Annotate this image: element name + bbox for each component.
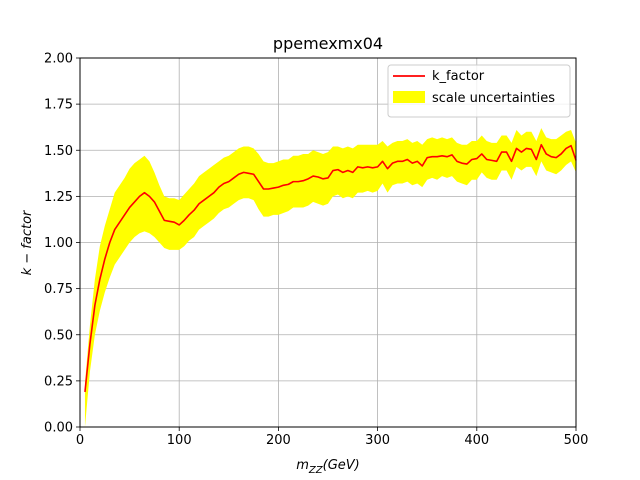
legend-label-scale-uncertainties: scale uncertainties — [432, 91, 555, 106]
chart-title: ppemexmx04 — [273, 34, 383, 53]
scale-uncertainty-band — [84, 128, 577, 428]
x-tick-label: 100 — [167, 433, 192, 448]
x-axis-label: mZZ(GeV) — [296, 458, 359, 476]
x-axis-label-rest: (GeV) — [323, 458, 360, 473]
x-tick-label: 300 — [365, 433, 390, 448]
y-tick-label: 0.75 — [44, 282, 73, 297]
y-tick-label: 0.50 — [44, 328, 73, 343]
tick-layer: 0 100 200 300 400 500 0.00 0.25 0.50 0.75 1.00 1.25… — [44, 52, 588, 449]
legend-box — [387, 64, 571, 118]
y-tick-label: 1.25 — [44, 190, 73, 205]
y-tick-label: 0.00 — [44, 421, 73, 436]
uncertainty-band-layer — [84, 128, 577, 428]
k-factor-line-layer — [84, 143, 577, 393]
y-tick-label: 1.00 — [44, 236, 73, 251]
legend: k_factor scale uncertainties — [387, 64, 571, 118]
y-tick-label: 1.75 — [44, 98, 73, 113]
y-tick-label: 1.50 — [44, 144, 73, 159]
legend-band-swatch — [393, 91, 425, 103]
y-axis-label: k − factor — [20, 209, 35, 275]
x-tick-label: 0 — [76, 433, 84, 448]
y-tick-label: 0.25 — [44, 374, 73, 389]
k-factor-line — [84, 143, 577, 393]
y-tick-label: 2.00 — [44, 52, 73, 67]
x-axis-label-main: m — [296, 458, 309, 473]
x-tick-label: 400 — [464, 433, 489, 448]
x-axis-label-sub: ZZ — [308, 465, 324, 476]
x-tick-label: 200 — [266, 433, 291, 448]
x-tick-label: 500 — [564, 433, 589, 448]
legend-label-k-factor: k_factor — [432, 69, 485, 84]
